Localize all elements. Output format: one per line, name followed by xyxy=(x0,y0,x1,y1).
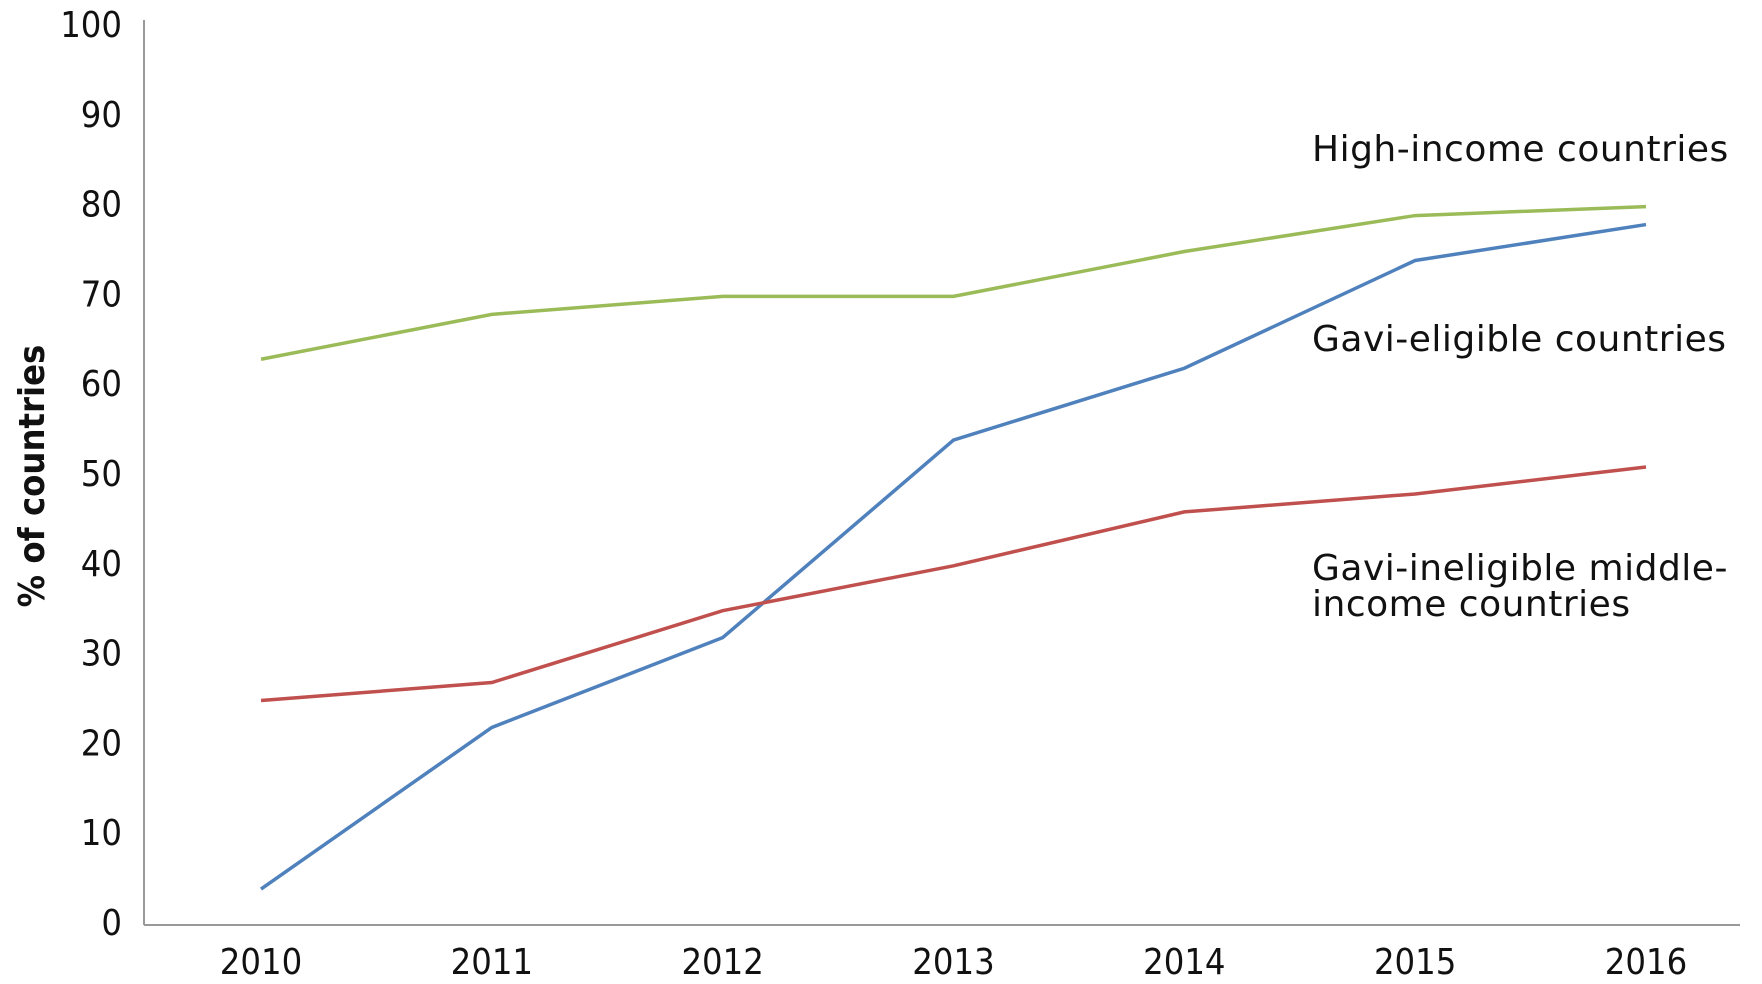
y-tick-label: 10 xyxy=(81,813,122,854)
x-tick-label: 2011 xyxy=(451,942,533,983)
series-label: High-income countries xyxy=(1312,129,1729,170)
x-tick-label: 2012 xyxy=(681,942,763,983)
y-tick-label: 60 xyxy=(81,364,122,405)
y-tick-label: 80 xyxy=(81,185,122,226)
series-line xyxy=(260,465,1647,703)
y-tick-label: 90 xyxy=(81,95,122,136)
y-tick-label: 70 xyxy=(81,274,122,315)
x-tick-label: 2016 xyxy=(1605,942,1687,983)
series-label: Gavi-eligible countries xyxy=(1312,319,1727,360)
y-axis-title: % of countries xyxy=(12,345,53,608)
y-tick-label: 50 xyxy=(81,454,122,495)
series-line xyxy=(260,204,1647,361)
series-line xyxy=(259,222,1647,891)
series-label: Gavi-ineligible middle-income countries xyxy=(1312,548,1728,625)
x-tick-label: 2013 xyxy=(912,942,994,983)
x-tick-label: 2015 xyxy=(1374,942,1456,983)
y-tick-label: 20 xyxy=(81,723,122,764)
y-tick-label: 100 xyxy=(60,5,122,46)
y-tick-label: 40 xyxy=(81,544,122,585)
y-tick-label: 0 xyxy=(101,903,122,944)
y-tick-label: 30 xyxy=(81,634,122,675)
x-tick-label: 2014 xyxy=(1143,942,1225,983)
x-tick-label: 2010 xyxy=(220,942,302,983)
